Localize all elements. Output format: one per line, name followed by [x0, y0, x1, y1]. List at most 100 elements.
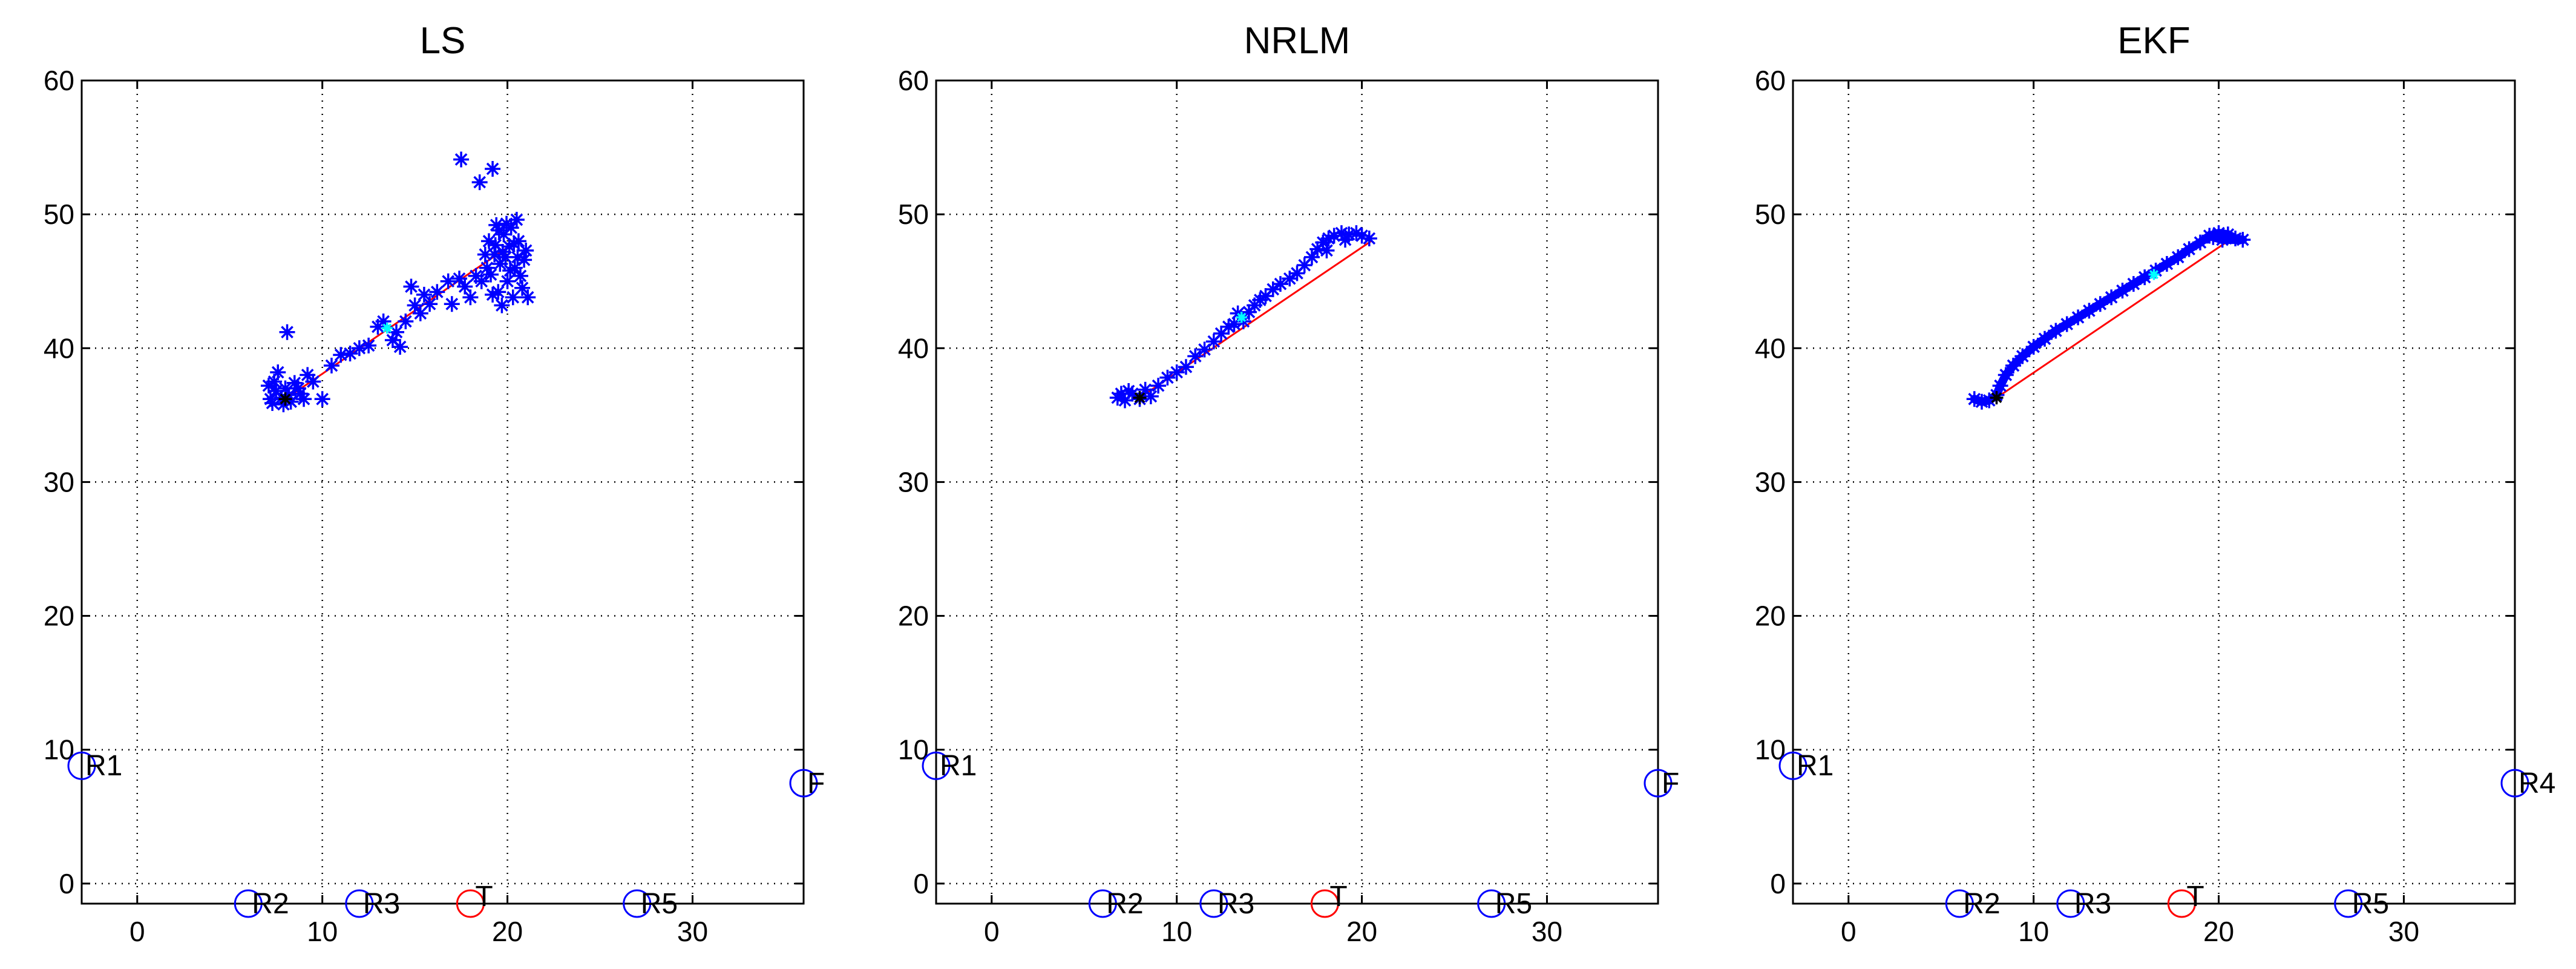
grid-lines: [1793, 79, 2515, 904]
target-label: T: [475, 881, 493, 913]
estimate-point: [375, 314, 392, 330]
receiver-label: R1: [85, 750, 122, 782]
estimate-point: [501, 238, 517, 255]
start-point: [278, 392, 292, 406]
chart-title: EKF: [2117, 20, 2191, 62]
receiver-marker: [1199, 889, 1228, 918]
estimate-point: [1354, 228, 1370, 244]
receiver-label: R1: [1797, 750, 1834, 782]
estimate-point: [1205, 333, 1222, 350]
estimate-point: [485, 286, 501, 303]
estimate-point: [2059, 316, 2075, 332]
estimate-point: [342, 346, 358, 362]
estimate-point: [1113, 386, 1129, 402]
estimate-point: [429, 284, 445, 300]
target-label: T: [1329, 881, 1347, 913]
y-tick-label: 0: [1770, 868, 1786, 899]
estimate-point: [1348, 225, 1365, 241]
target-marker: [456, 889, 485, 918]
receiver-label: R2: [252, 888, 289, 920]
true-path-line: [1996, 240, 2229, 399]
estimate-point: [508, 211, 525, 228]
y-tick-label: 40: [44, 332, 74, 364]
axes-box: [1792, 79, 2516, 905]
estimate-point: [1361, 230, 1377, 246]
estimate-point: [487, 237, 503, 253]
estimate-point: [499, 215, 515, 232]
estimate-point: [384, 332, 401, 349]
estimate-point: [512, 268, 528, 284]
estimate-point: [392, 339, 408, 355]
estimate-point: [516, 252, 533, 268]
estimate-point: [510, 233, 526, 249]
estimate-point: [1178, 359, 1194, 375]
y-tick-label: 30: [1755, 466, 1786, 498]
estimate-point: [1320, 230, 1337, 246]
estimate-point: [1252, 292, 1268, 308]
receiver-label: R2: [1106, 888, 1143, 920]
estimate-point: [2205, 229, 2221, 245]
y-tick-label: 30: [44, 466, 74, 498]
y-tick-label: 20: [898, 600, 929, 632]
grid-lines: [82, 79, 804, 904]
x-tick-label: 0: [129, 916, 145, 947]
estimate-point: [270, 364, 286, 381]
y-tick-label: 40: [1755, 332, 1786, 364]
receiver-marker: [1945, 889, 1974, 918]
receiver-markers: R1 R2 R3 R5 R4 T: [1778, 750, 2555, 920]
estimate-point: [1341, 226, 1357, 243]
receiver-label: R3: [2074, 888, 2111, 920]
estimate-point: [444, 296, 460, 312]
estimate-point: [2137, 269, 2153, 286]
start-point: [1133, 391, 1147, 405]
estimate-point: [514, 280, 531, 296]
y-tick-label: 60: [44, 65, 74, 96]
estimate-point: [2148, 263, 2164, 279]
receiver-label: R4: [2519, 767, 2555, 800]
estimate-point: [494, 297, 510, 314]
x-tick-label: 10: [307, 916, 338, 947]
true-path-line: [284, 240, 517, 400]
chart-title: NRLM: [1244, 20, 1351, 62]
estimate-point: [462, 289, 479, 306]
cyan-marker-point: [1236, 312, 1247, 323]
estimate-point: [388, 324, 405, 340]
estimate-point: [2181, 241, 2197, 257]
receiver-marker: [345, 889, 374, 918]
estimate-point: [510, 249, 526, 265]
estimate-point: [1226, 316, 1242, 332]
estimate-point: [300, 367, 316, 383]
estimate-point: [502, 263, 519, 279]
axes-box: [935, 79, 1659, 905]
estimate-point: [1117, 392, 1133, 409]
estimate-point: [2235, 232, 2251, 248]
estimate-point: [275, 396, 292, 413]
axes-box: [80, 79, 805, 905]
receiver-markers: R1 R2 R3 R5 F T: [922, 750, 1679, 920]
estimate-point: [412, 305, 428, 321]
x-tick-label: 30: [1532, 916, 1562, 947]
estimate-point: [333, 347, 349, 363]
estimate-point: [2214, 232, 2230, 248]
estimate-point: [1992, 378, 2008, 394]
receiver-marker: [922, 751, 951, 780]
receiver-label: R3: [1218, 888, 1254, 920]
estimate-point: [1289, 265, 1305, 281]
estimate-point: [1282, 271, 1298, 287]
receiver-marker: [1477, 889, 1506, 918]
estimate-point: [1265, 281, 1281, 297]
estimate-point: [1257, 288, 1274, 304]
cyan-marker-point: [2148, 269, 2160, 280]
receiver-label: R5: [1495, 888, 1532, 920]
y-tick-label: 60: [1755, 65, 1786, 96]
x-tick-label: 10: [1161, 916, 1192, 947]
estimate-point: [453, 151, 470, 168]
estimate-point: [494, 244, 511, 260]
y-tick-label: 20: [44, 600, 74, 632]
estimate-point: [518, 242, 534, 258]
estimate-point: [2227, 230, 2244, 246]
receiver-marker: [623, 889, 652, 918]
